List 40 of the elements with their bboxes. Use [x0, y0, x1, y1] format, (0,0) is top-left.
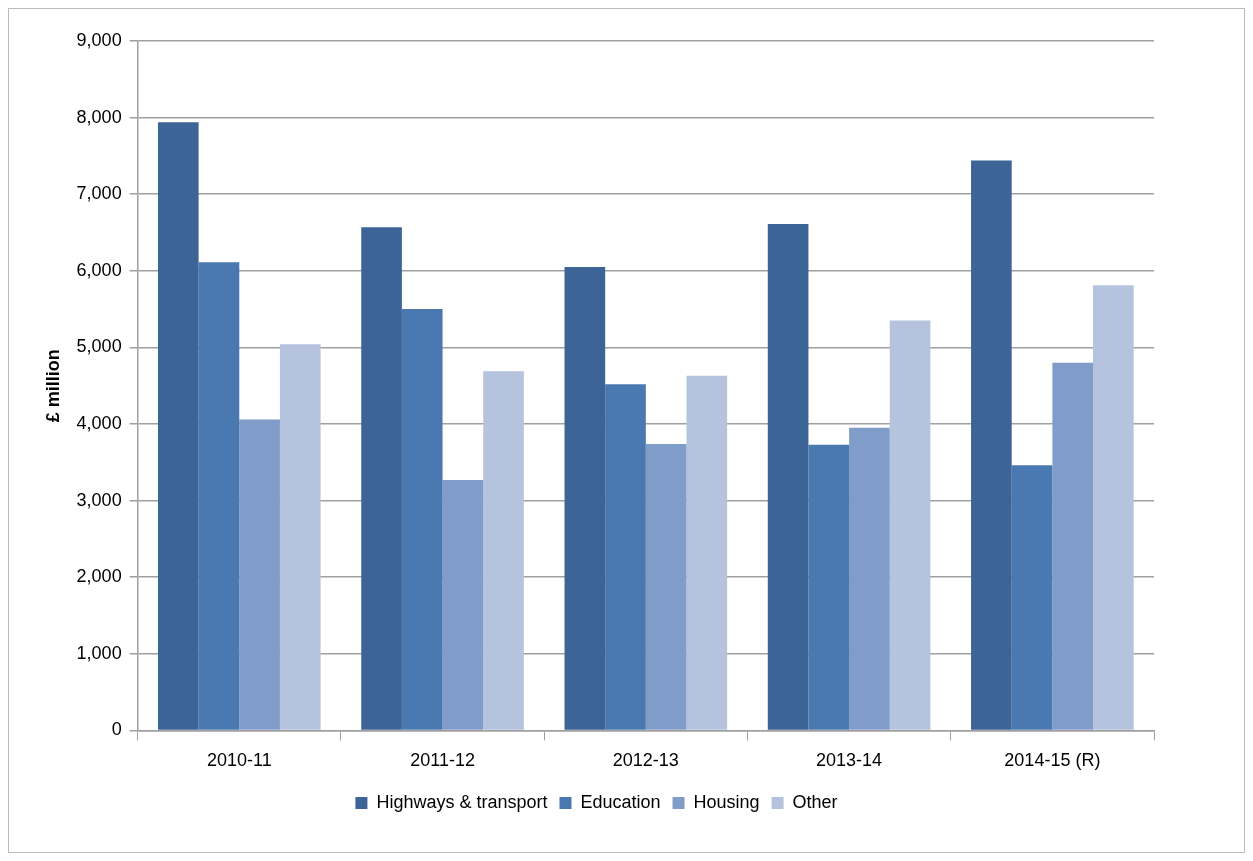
y-tick-label: 2,000: [76, 566, 122, 587]
y-tick-label: 3,000: [76, 489, 122, 510]
legend-label: Housing: [693, 791, 760, 812]
y-tick-label: 5,000: [76, 336, 122, 357]
bar: [849, 427, 890, 730]
y-tick-label: 6,000: [76, 259, 122, 280]
legend-label: Education: [580, 791, 661, 812]
y-tick-label: 7,000: [76, 183, 122, 204]
bar: [483, 371, 524, 730]
bar: [361, 227, 402, 730]
bar: [157, 122, 199, 730]
bar: [605, 384, 646, 730]
legend-label: Other: [792, 791, 838, 812]
y-tick-label: 8,000: [76, 106, 122, 127]
bar: [889, 320, 931, 730]
legend-label: Highways & transport: [376, 791, 548, 812]
bar: [564, 266, 606, 730]
bar: [1052, 362, 1094, 730]
x-tick-label: 2010-11: [206, 750, 272, 771]
bar: [808, 444, 850, 730]
bar: [971, 160, 1012, 730]
bar: [1011, 465, 1053, 730]
bar: [401, 309, 443, 730]
bar: [1093, 285, 1134, 730]
bar: [767, 224, 809, 730]
bar: [442, 479, 484, 730]
x-tick-label: 2013-14: [816, 750, 883, 771]
x-tick-label: 2014-15 (R): [1004, 750, 1101, 771]
bar: [239, 419, 280, 730]
x-tick-label: 2011-12: [410, 750, 475, 771]
bar: [645, 443, 687, 730]
bar: [279, 344, 321, 730]
y-axis-title: £ million: [42, 349, 63, 423]
bar: [198, 262, 240, 730]
y-tick-label: 1,000: [76, 642, 122, 663]
bar: [686, 375, 728, 730]
y-tick-label: 4,000: [76, 412, 122, 433]
y-tick-label: 9,000: [76, 29, 122, 50]
y-tick-label: 0: [111, 719, 122, 740]
x-tick-label: 2012-13: [612, 750, 679, 771]
